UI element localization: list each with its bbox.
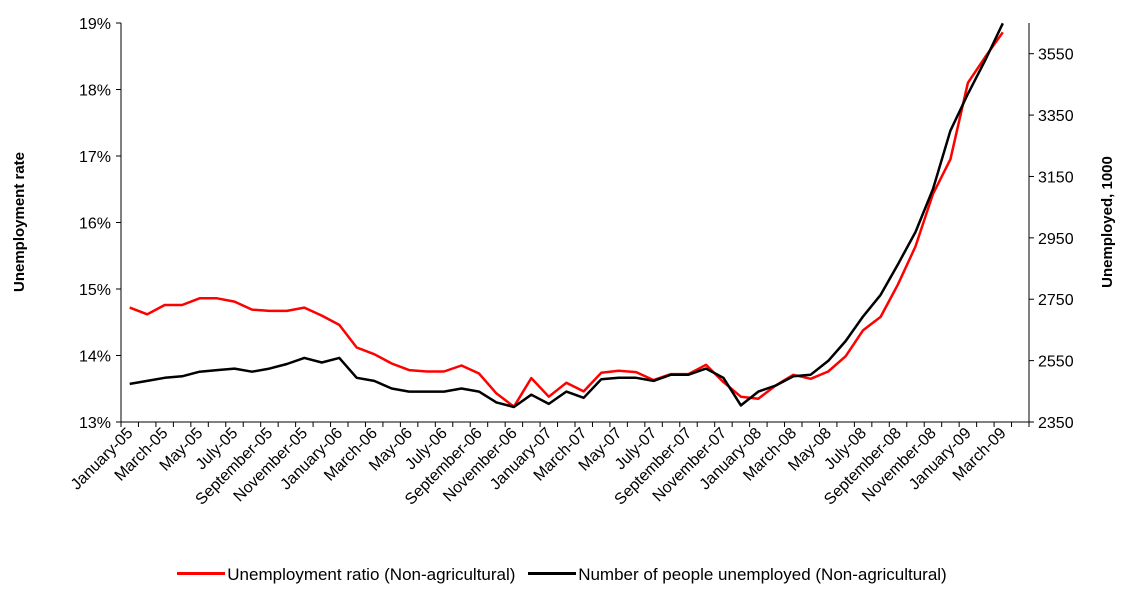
left-tick-label: 15% — [79, 282, 111, 299]
right-axis-ticks: 2350 2550 2750 2950 3150 3350 3550 — [1029, 47, 1074, 432]
left-tick-label: 19% — [79, 16, 111, 33]
right-tick-label: 2750 — [1038, 292, 1074, 309]
legend-swatch-black — [528, 572, 577, 576]
left-tick-label: 14% — [79, 349, 111, 366]
right-tick-label: 2550 — [1038, 354, 1074, 371]
line-chart: 13% 14% 15% 16% 17% 18% 19% 2350 2550 2750 2950 31… — [11, 16, 1116, 509]
legend-item-people-unemployed: Number of people unemployed (Non-agricul… — [528, 565, 947, 585]
series-line-unemployed-count — [129, 22, 1004, 409]
left-tick-label: 18% — [79, 83, 111, 100]
left-tick-label: 17% — [79, 149, 111, 166]
series-lines — [129, 22, 1004, 409]
left-tick-label: 13% — [79, 415, 111, 432]
legend-label: Unemployment ratio (Non-agricultural) — [227, 565, 516, 584]
legend-item-unemployment-ratio: Unemployment ratio (Non-agricultural) — [177, 565, 515, 585]
right-tick-label: 3350 — [1038, 108, 1074, 125]
legend-swatch-red — [177, 572, 226, 576]
legend-label: Number of people unemployed (Non-agricul… — [578, 565, 947, 584]
legend: Unemployment ratio (Non-agricultural) Nu… — [0, 565, 1124, 585]
series-line-unemployment-ratio — [129, 31, 1004, 408]
left-axis-title: Unemployment rate — [11, 152, 28, 292]
left-tick-label: 16% — [79, 216, 111, 233]
plot-area — [120, 23, 1030, 423]
x-axis-ticks: January-05March-05May-05July-05September… — [68, 422, 1030, 509]
left-axis-ticks: 13% 14% 15% 16% 17% 18% 19% — [79, 16, 121, 432]
right-tick-label: 3550 — [1038, 47, 1074, 64]
right-tick-label: 2950 — [1038, 231, 1074, 248]
right-tick-label: 3150 — [1038, 169, 1074, 186]
right-axis-title: Unemployed, 1000 — [1099, 156, 1116, 288]
right-tick-label: 2350 — [1038, 415, 1074, 432]
